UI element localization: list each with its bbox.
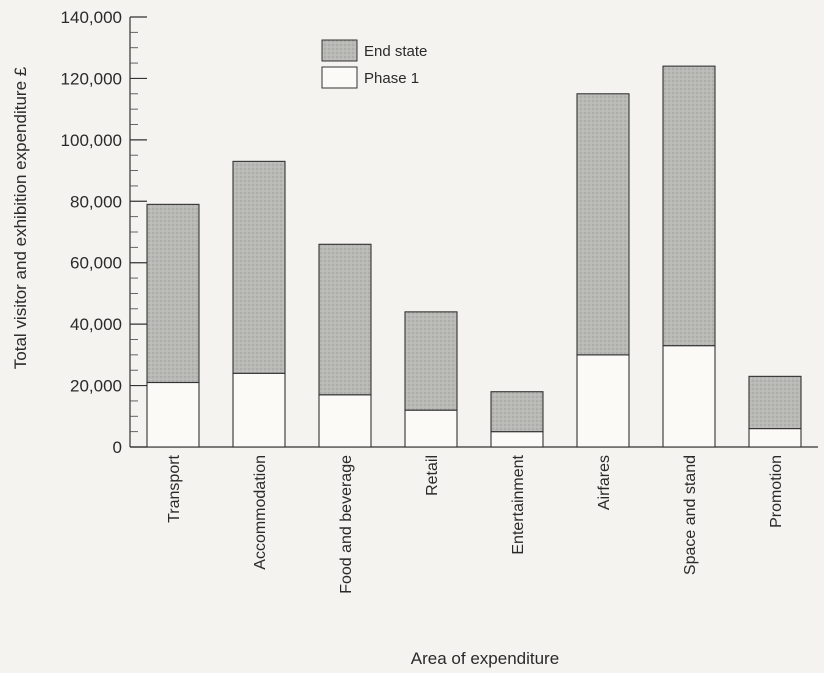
bar-promotion-phase-1 (748, 428, 802, 448)
legend-swatch-end-state (321, 39, 358, 62)
category-label-promotion: Promotion (768, 455, 785, 528)
category-label-space-and-stand: Space and stand (682, 455, 699, 575)
x-axis-title: Area of expenditure (411, 649, 559, 668)
bar-entertainment-phase-1 (490, 431, 544, 448)
bar-food-and-beverage-end-state (318, 243, 372, 396)
category-label-accommodation: Accommodation (252, 455, 269, 570)
y-tick-label: 0 (113, 438, 122, 457)
bar-space-and-stand-phase-1 (662, 345, 716, 448)
bars (146, 65, 802, 448)
legend-label-end-state: End state (364, 43, 427, 60)
y-tick-label: 20,000 (70, 377, 122, 396)
bar-accommodation-phase-1 (232, 372, 286, 448)
bar-transport-end-state (146, 203, 200, 384)
category-label-transport: Transport (166, 454, 183, 522)
category-label-food-and-beverage: Food and beverage (338, 455, 355, 594)
y-tick-label: 60,000 (70, 254, 122, 273)
bar-food-and-beverage-phase-1 (318, 394, 372, 448)
category-label-airfares: Airfares (596, 455, 613, 510)
bar-promotion-end-state (748, 375, 802, 430)
y-tick-label: 140,000 (61, 8, 122, 27)
bar-accommodation-end-state (232, 160, 286, 374)
legend: End state Phase 1 (321, 39, 427, 89)
legend-swatch-phase-1 (321, 66, 358, 89)
bar-transport-phase-1 (146, 381, 200, 448)
bar-airfares-phase-1 (576, 354, 630, 448)
y-ticks: 0 20,000 40,000 60,000 80,000 100,000 120,000 1… (61, 8, 147, 457)
category-labels: Transport Accommodation Food and beverage R… (166, 454, 785, 593)
y-tick-label: 80,000 (70, 192, 122, 211)
y-axis-title: Total visitor and exhibition expenditure… (11, 66, 30, 369)
category-label-retail: Retail (424, 455, 441, 496)
category-label-entertainment: Entertainment (510, 454, 527, 554)
bar-space-and-stand-end-state (662, 65, 716, 347)
y-tick-label: 120,000 (61, 69, 122, 88)
bar-entertainment-end-state (490, 391, 544, 433)
y-tick-label: 40,000 (70, 315, 122, 334)
legend-label-phase-1: Phase 1 (364, 70, 419, 87)
bar-retail-phase-1 (404, 409, 458, 448)
bar-retail-end-state (404, 311, 458, 411)
bar-airfares-end-state (576, 93, 630, 356)
y-tick-label: 100,000 (61, 131, 122, 150)
